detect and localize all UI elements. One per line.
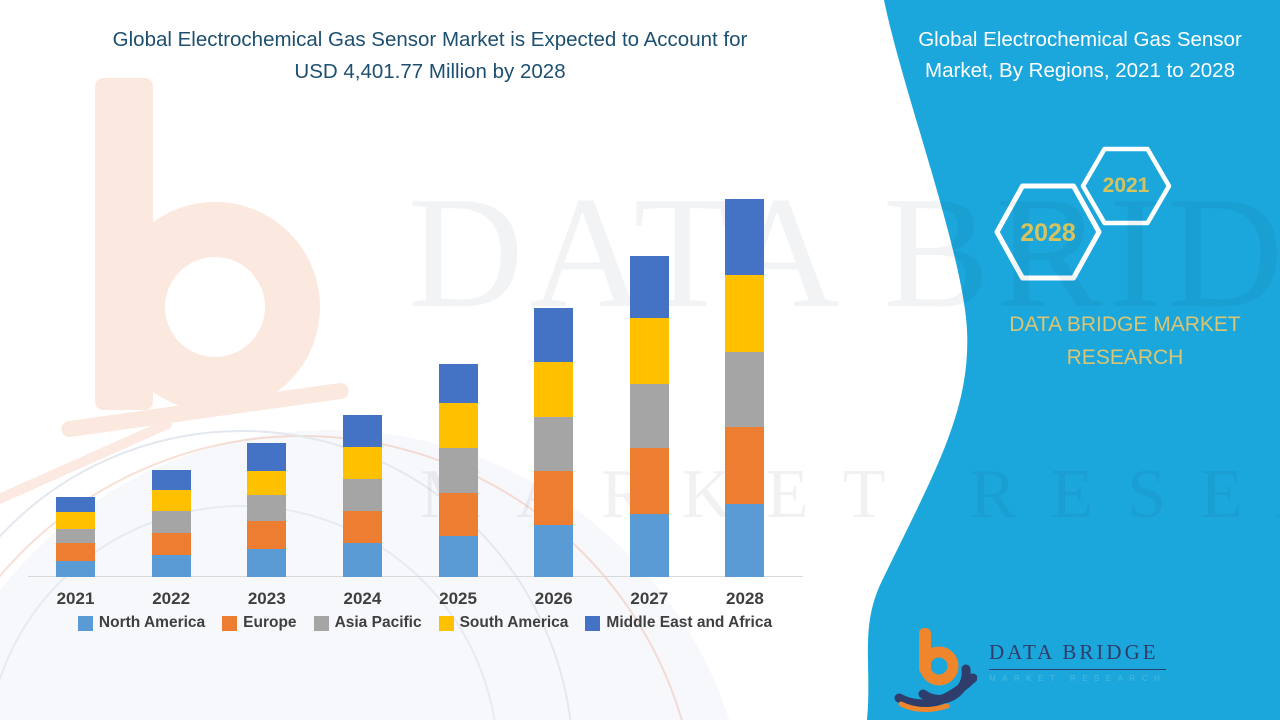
bar-2028-segment-europe — [725, 427, 765, 505]
bar-2025-segment-asia-pacific — [438, 448, 478, 494]
bar-2022-segment-europe — [151, 533, 191, 556]
bar-2024-segment-south-america — [342, 446, 382, 480]
hexagon-2021-label: 2021 — [1102, 174, 1150, 197]
x-axis-label-2021: 2021 — [56, 589, 95, 608]
bar-2021 — [56, 496, 95, 577]
bar-2024-segment-north-america — [342, 543, 382, 577]
bar-2028 — [725, 198, 765, 577]
bar-2021-segment-asia-pacific — [56, 528, 95, 543]
bar-2026-segment-south-america — [534, 362, 574, 418]
bar-2023-segment-middle-east-and-africa — [247, 442, 287, 471]
bar-2024-segment-asia-pacific — [342, 479, 382, 512]
bar-2025-segment-europe — [438, 493, 478, 536]
page-title: Global Electrochemical Gas Sensor Market… — [40, 24, 820, 88]
bar-2028-segment-north-america — [725, 504, 765, 577]
bar-2023-segment-asia-pacific — [247, 494, 287, 521]
x-axis-label-2022: 2022 — [152, 589, 191, 608]
bar-2026-segment-europe — [534, 471, 574, 525]
bar-2025 — [438, 364, 478, 577]
hexagon-2028-outline — [994, 183, 1102, 281]
legend-swatch-europe — [222, 615, 238, 631]
page-title-line2: USD 4,401.77 Million by 2028 — [294, 60, 566, 83]
legend-label-europe: Europe — [243, 614, 297, 631]
legend-label-middle-east-and-africa: Middle East and Africa — [606, 614, 773, 631]
legend-swatch-middle-east-and-africa — [585, 615, 601, 631]
x-axis-label-2026: 2026 — [534, 589, 573, 608]
legend-label-asia-pacific: Asia Pacific — [334, 614, 422, 631]
chart-legend: North America Europe Asia Pacific South Ame… — [30, 614, 820, 632]
bar-2022-segment-north-america — [151, 555, 191, 577]
bar-2027-segment-north-america — [629, 513, 669, 577]
bar-2021-segment-europe — [56, 542, 95, 562]
legend-item-middle-east-and-africa: Middle East and Africa — [585, 614, 772, 632]
bar-2021-segment-south-america — [56, 511, 95, 529]
legend-item-asia-pacific: Asia Pacific — [313, 614, 422, 632]
bar-2023-segment-north-america — [247, 549, 287, 577]
panel-brand-text: DATA BRIDGE MARKET RESEARCH — [1009, 313, 1241, 369]
panel-title: Global Electrochemical Gas Sensor Market… — [918, 28, 1242, 82]
page-title-line1: Global Electrochemical Gas Sensor Market… — [112, 28, 748, 51]
bar-2027-segment-europe — [629, 448, 669, 514]
bar-2028-segment-middle-east-and-africa — [725, 198, 765, 275]
bar-2026-segment-north-america — [534, 525, 574, 577]
x-axis-label-2023: 2023 — [247, 589, 286, 608]
legend-label-north-america: North America — [98, 614, 206, 631]
bar-2022-segment-middle-east-and-africa — [151, 469, 191, 491]
bar-2025-segment-south-america — [438, 402, 478, 449]
logo-name: DATA BRIDGE — [989, 640, 1167, 670]
x-axis-label-2025: 2025 — [439, 589, 477, 608]
hexagon-2028-label: 2028 — [1020, 219, 1076, 247]
bar-2022-segment-asia-pacific — [151, 510, 191, 534]
x-axis-line — [28, 576, 803, 577]
bar-2028-segment-asia-pacific — [725, 351, 765, 428]
teal-panel-shape — [867, 0, 1280, 720]
databridge-logo-icon — [894, 628, 977, 712]
bar-2023-segment-europe — [247, 520, 287, 550]
bar-2025-segment-middle-east-and-africa — [438, 364, 478, 403]
legend-swatch-north-america — [77, 615, 93, 631]
x-axis-label-2028: 2028 — [726, 589, 764, 608]
bar-2021-segment-middle-east-and-africa — [56, 496, 95, 512]
bar-2022 — [151, 469, 191, 577]
logo-tagline: MARKET RESEARCH — [989, 674, 1167, 683]
bar-2027-segment-south-america — [629, 318, 669, 384]
legend-item-north-america: North America — [77, 614, 206, 632]
bar-2028-segment-south-america — [725, 274, 765, 352]
bar-2027-segment-middle-east-and-africa — [629, 255, 669, 318]
bar-2027 — [629, 255, 669, 577]
bar-2021-segment-north-america — [56, 561, 95, 577]
x-axis-label-2024: 2024 — [343, 589, 382, 608]
bar-2022-segment-south-america — [151, 490, 191, 511]
bar-2026 — [534, 308, 574, 577]
bar-2023 — [247, 442, 287, 577]
bar-2024-segment-europe — [342, 511, 382, 544]
legend-label-south-america: South America — [459, 614, 569, 631]
bar-2023-segment-south-america — [247, 470, 287, 495]
bar-2027-segment-asia-pacific — [629, 383, 669, 448]
legend-swatch-south-america — [438, 615, 454, 631]
bar-2026-segment-asia-pacific — [534, 417, 574, 472]
bar-2024 — [342, 414, 382, 577]
legend-swatch-asia-pacific — [313, 615, 329, 631]
bar-2024-segment-middle-east-and-africa — [342, 414, 382, 447]
x-axis-label-2027: 2027 — [630, 589, 669, 608]
bar-2025-segment-north-america — [438, 535, 478, 577]
legend-item-europe: Europe — [222, 614, 297, 632]
hexagon-2021-outline — [1080, 146, 1172, 226]
databridge-logo-text: DATA BRIDGE MARKET RESEARCH — [989, 640, 1167, 683]
bar-2026-segment-middle-east-and-africa — [534, 308, 574, 363]
databridge-logo: DATA BRIDGE MARKET RESEARCH — [893, 622, 1167, 714]
legend-item-south-america: South America — [438, 614, 569, 632]
